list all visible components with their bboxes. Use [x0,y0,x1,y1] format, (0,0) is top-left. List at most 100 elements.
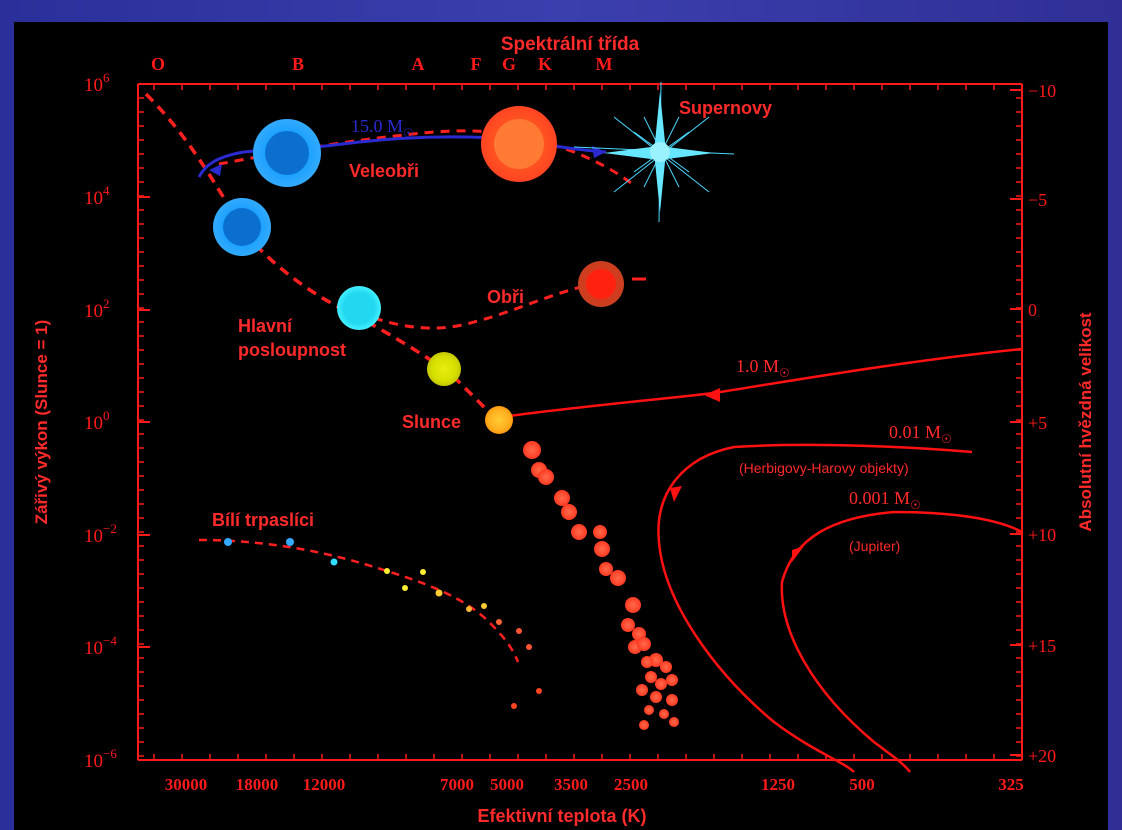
white-dwarf-dot [420,569,426,575]
white-dwarf-dot [330,558,338,566]
white-dwarf-dot [466,606,472,612]
bottom-tick-label: 2500 [614,775,648,794]
bottom-tick-label: 12000 [303,775,346,794]
white-dwarf-dot [286,538,294,546]
bottom-tick-label: 5000 [490,775,524,794]
right-axis-title: Absolutní hvězdná velikost [1076,312,1095,531]
track-0001-arrow [792,546,804,562]
right-tick-label: +5 [1028,413,1047,433]
spectral-class-label: K [538,54,552,74]
white-dwarf-dot [496,619,502,625]
label-giants: Obři [487,287,524,307]
main-sequence-dot [594,541,610,557]
white-dwarf-dot [511,703,517,709]
left-tick-exponent: −4 [103,633,117,648]
left-tick-exponent: 0 [103,408,110,423]
spectral-class-label: B [292,54,304,74]
track-001-name: 0.01 M [889,422,941,442]
main-sequence-dot [655,678,667,690]
bottom-tick-label: 30000 [165,775,208,794]
red-giant-core [586,269,616,299]
left-tick-base: 10 [84,751,103,772]
right-tick-label: 0 [1028,300,1037,320]
track-15-arrow-right [592,146,606,158]
track-1-msun [501,347,1023,419]
right-tick-label: +20 [1028,746,1056,766]
left-tick-exponent: 4 [103,183,110,198]
track-15-label: 15.0 M☉ [351,116,414,140]
left-tick-exponent: 6 [103,70,110,85]
white-dwarf-dot [402,585,408,591]
left-tick-label: 10−2 [84,521,117,547]
left-tick-label: 10−4 [84,633,117,659]
left-tick-base: 10 [84,526,103,547]
left-tick-label: 106 [84,70,110,96]
track-15-name: 15.0 M [351,116,403,136]
track-001-msun [657,443,973,773]
track-0001-note: (Jupiter) [849,538,900,554]
left-tick-exponent: −6 [103,746,117,761]
bottom-tick-label: 3500 [554,775,588,794]
label-sun: Slunce [402,412,461,432]
main-sequence-dot [538,469,554,485]
supergiant-orange-core [494,119,544,169]
sun-symbol-icon: ☉ [910,498,921,512]
sun-star [485,406,513,434]
left-tick-base: 10 [84,638,103,659]
spectral-class-label: M [596,54,613,74]
left-tick-base: 10 [84,75,103,96]
sun-symbol-icon: ☉ [941,432,952,446]
hr-diagram: Spektrální třída Efektivní teplota (K) Z… [14,22,1108,830]
right-tick-label: −5 [1028,190,1047,210]
main-sequence-dot [523,441,541,459]
main-sequence-dot [644,705,654,715]
bottom-tick-label: 18000 [236,775,279,794]
track-001-label: 0.01 M☉ [889,422,952,446]
spectral-class-label: F [471,54,482,74]
track-001-arrow [670,486,682,502]
yellow-star [427,352,461,386]
minor-ticks [138,83,1022,760]
track-1-label: 1.0 M☉ [736,356,790,380]
main-sequence-dot [639,720,649,730]
white-dwarf-dot [224,538,232,546]
main-sequence-dot [650,691,662,703]
blue-giant-core [223,208,261,246]
spectral-class-label: A [412,54,425,74]
sun-symbol-icon: ☉ [779,366,790,380]
supergiant-curve [218,129,637,189]
white-dwarf-dot [481,603,487,609]
main-sequence-dot [554,490,570,506]
left-tick-label: 102 [84,296,110,322]
left-tick-label: 104 [84,183,110,209]
spectral-class-label: O [151,54,165,74]
tick-labels: 10610410210010−210−410−6−10−50+5+10+15+2… [84,54,1056,794]
main-sequence-dot [621,618,635,632]
label-supergiants: Veleobři [349,161,419,181]
main-sequence-dot [659,709,669,719]
main-sequence-dot [641,656,653,668]
track-0001-name: 0.001 M [849,488,910,508]
white-dwarf-dot [384,568,390,574]
giant-branch-curve [358,282,595,330]
spectral-class-label: G [502,54,516,74]
main-sequence-dot [636,684,648,696]
main-sequence-dot [666,694,678,706]
track-0001-label: 0.001 M☉ [849,488,921,512]
bottom-tick-label: 500 [849,775,875,794]
main-sequence-dot [637,637,651,651]
right-tick-label: +15 [1028,636,1056,656]
hr-diagram-chart: Spektrální třída Efektivní teplota (K) Z… [32,34,1095,826]
main-sequence-dot [561,504,577,520]
left-tick-label: 100 [84,408,110,434]
label-white-dwarfs: Bílí trpaslíci [212,510,314,530]
white-dwarf-dots [224,538,542,709]
main-sequence-dots [523,441,679,730]
track-1-name: 1.0 M [736,356,779,376]
track-1-arrow [704,388,720,402]
bottom-tick-label: 325 [998,775,1024,794]
left-tick-exponent: 2 [103,296,110,311]
sun-symbol-icon: ☉ [403,126,414,140]
left-axis-title: Zářivý výkon (Slunce = 1) [32,320,51,525]
main-sequence-dot [625,597,641,613]
